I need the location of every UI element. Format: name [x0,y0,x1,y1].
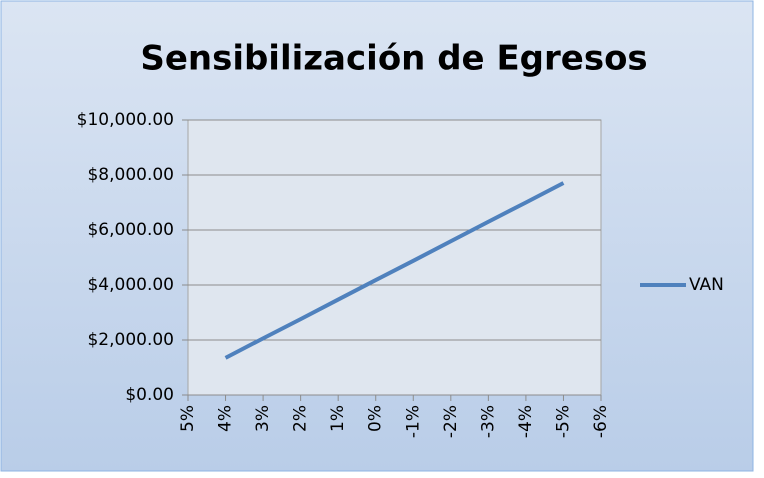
x-tick-label: -1% [403,405,423,438]
y-tick-label: $10,000.00 [77,110,174,130]
y-tick-label: $4,000.00 [87,275,174,295]
y-tick-label: $8,000.00 [87,165,174,185]
y-tick-label: $0.00 [125,385,174,405]
x-tick-label: -3% [478,405,498,438]
x-tick-label: 4% [216,405,236,432]
series-line [224,181,565,360]
x-tick-label: -4% [516,405,536,438]
x-tick-label: -6% [591,405,611,438]
x-tick-label: 1% [328,405,348,432]
x-tick-label: -2% [441,405,461,438]
x-tick-label: -5% [553,405,573,438]
x-tick-label: 2% [291,405,311,432]
y-tick-label: $6,000.00 [87,220,174,240]
x-tick-label: 5% [178,405,198,432]
legend-label: VAN [689,275,724,295]
x-tick-label: 3% [253,405,273,432]
x-tick-label: 0% [366,405,386,432]
y-tick-label: $2,000.00 [87,330,174,350]
chart-title: Sensibilización de Egresos [140,39,647,79]
plot-area [187,119,602,396]
